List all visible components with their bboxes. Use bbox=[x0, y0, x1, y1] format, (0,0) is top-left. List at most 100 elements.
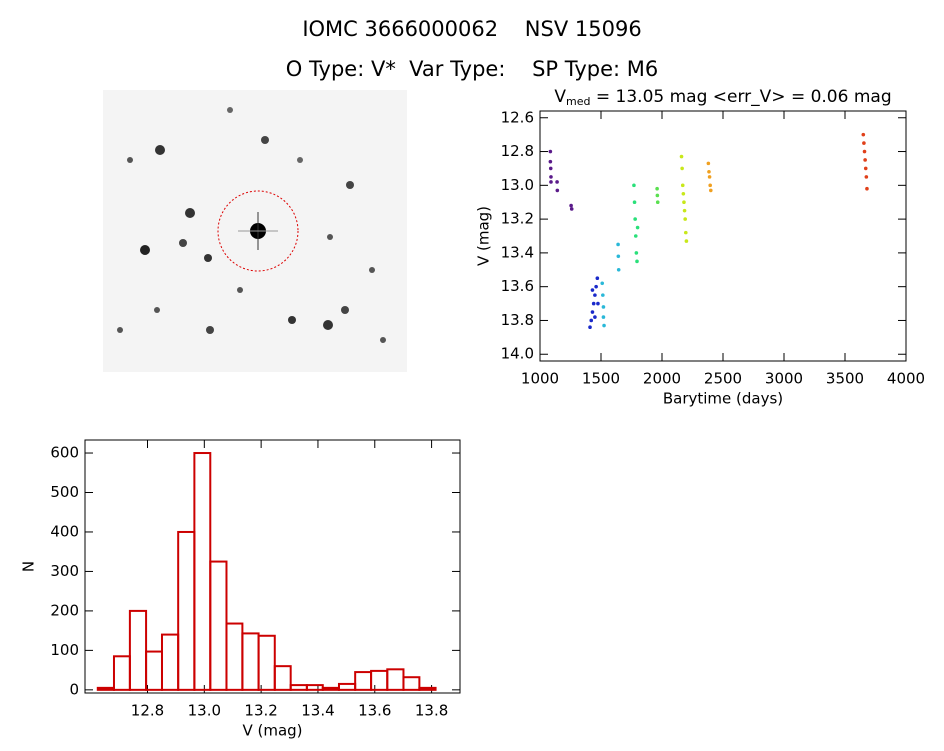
hist-bar bbox=[418, 686, 437, 691]
x-tick-label: 3500 bbox=[826, 370, 864, 388]
data-point bbox=[683, 217, 687, 221]
data-point bbox=[616, 267, 621, 272]
y-tick-label: 12.8 bbox=[501, 142, 534, 160]
data-point bbox=[593, 315, 597, 319]
data-point bbox=[602, 323, 606, 328]
hist-bar bbox=[386, 668, 405, 691]
data-point bbox=[862, 141, 866, 145]
data-point bbox=[590, 310, 595, 314]
hist-bar bbox=[209, 560, 228, 691]
data-point bbox=[549, 175, 553, 179]
data-point bbox=[707, 170, 711, 174]
data-point bbox=[680, 166, 684, 171]
x-tick-label: 13.2 bbox=[244, 702, 277, 720]
x-tick-label: 2000 bbox=[643, 370, 681, 388]
data-point bbox=[863, 158, 867, 162]
data-point bbox=[707, 175, 712, 179]
data-point bbox=[709, 188, 713, 193]
data-point bbox=[863, 166, 868, 171]
y-tick-label: 200 bbox=[50, 601, 79, 619]
data-point bbox=[708, 183, 712, 188]
data-point bbox=[588, 325, 592, 330]
page-subtitle: O Type: V* Var Type: SP Type: M6 bbox=[286, 57, 658, 81]
hist-bar bbox=[337, 682, 357, 691]
title-part: = 13.05 mag <err_V> = 0.06 mag bbox=[590, 87, 891, 107]
y-tick-label: 14.0 bbox=[501, 345, 534, 363]
x-tick-label: 2500 bbox=[704, 370, 742, 388]
data-point bbox=[706, 161, 711, 166]
data-point bbox=[634, 251, 639, 255]
hist-bar bbox=[96, 686, 115, 691]
hist-bar bbox=[289, 684, 308, 691]
data-point bbox=[633, 217, 637, 221]
plot-frame bbox=[84, 439, 461, 694]
x-tick-label: 3000 bbox=[765, 370, 803, 388]
y-tick-label: 400 bbox=[50, 522, 79, 540]
hist-bar bbox=[225, 622, 244, 691]
hist-bar bbox=[354, 671, 373, 691]
data-point bbox=[865, 186, 869, 191]
hist-bar bbox=[257, 634, 276, 691]
x-tick-label: 1500 bbox=[582, 370, 620, 388]
data-point bbox=[569, 203, 573, 208]
data-point bbox=[549, 180, 553, 184]
hist-bar bbox=[160, 633, 180, 691]
data-point bbox=[679, 154, 684, 159]
y-axis-label: N bbox=[20, 561, 38, 572]
data-point bbox=[616, 254, 621, 259]
data-point bbox=[682, 208, 687, 213]
data-point bbox=[682, 200, 686, 205]
title-part: V bbox=[554, 87, 566, 107]
hist-bar bbox=[193, 452, 212, 691]
data-point bbox=[601, 315, 606, 319]
data-point bbox=[861, 132, 866, 137]
data-point bbox=[864, 175, 869, 179]
data-point bbox=[655, 200, 660, 205]
y-tick-label: 100 bbox=[50, 641, 79, 659]
data-point bbox=[616, 242, 620, 247]
hist-bar bbox=[177, 530, 196, 691]
data-point bbox=[548, 166, 553, 171]
y-tick-label: 600 bbox=[50, 444, 79, 462]
data-point bbox=[655, 193, 660, 198]
hist-bar bbox=[305, 684, 324, 691]
data-point bbox=[590, 288, 595, 292]
page-title: IOMC 3666000062 NSV 15096 bbox=[302, 17, 641, 41]
data-point bbox=[632, 183, 636, 188]
y-tick-label: 500 bbox=[50, 483, 79, 501]
x-tick-label: 13.6 bbox=[358, 702, 391, 720]
data-point bbox=[589, 318, 594, 323]
y-tick-label: 13.8 bbox=[501, 311, 534, 329]
data-point bbox=[680, 183, 685, 188]
data-point bbox=[601, 293, 605, 297]
data-point bbox=[594, 284, 598, 289]
hist-bar bbox=[402, 676, 421, 691]
data-point bbox=[548, 159, 553, 164]
data-point bbox=[569, 207, 574, 211]
y-tick-label: 13.4 bbox=[501, 243, 534, 261]
data-point bbox=[596, 301, 600, 306]
data-point bbox=[555, 180, 559, 184]
y-tick-label: 13.0 bbox=[501, 176, 534, 194]
x-axis-label: V (mag) bbox=[242, 722, 302, 740]
x-axis-label: Barytime (days) bbox=[663, 390, 783, 408]
data-point bbox=[633, 234, 638, 238]
data-point bbox=[601, 305, 606, 309]
plot-frame bbox=[539, 110, 907, 362]
hist-bar bbox=[128, 609, 148, 691]
x-tick-label: 4000 bbox=[887, 370, 925, 388]
y-tick-label: 12.6 bbox=[501, 108, 534, 126]
hist-bar bbox=[370, 669, 389, 691]
x-tick-label: 13.0 bbox=[188, 702, 221, 720]
hist-bar bbox=[145, 650, 163, 691]
hist-bar bbox=[273, 665, 292, 691]
data-point bbox=[595, 276, 600, 281]
hist-bar bbox=[112, 655, 131, 691]
data-point bbox=[555, 188, 560, 193]
data-point bbox=[862, 149, 867, 154]
data-point bbox=[593, 293, 597, 297]
star-field bbox=[103, 90, 407, 372]
x-tick-label: 13.4 bbox=[301, 702, 334, 720]
x-tick-label: 1000 bbox=[521, 370, 559, 388]
